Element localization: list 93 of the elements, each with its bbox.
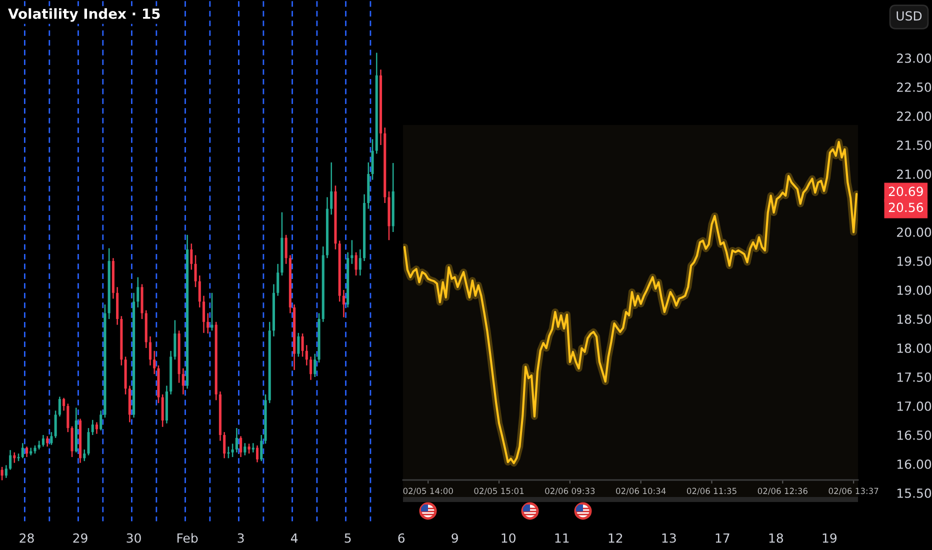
- candlestick: [223, 431, 226, 459]
- x-tick-label: 18: [769, 533, 784, 543]
- y-tick-label: 16.00: [897, 459, 932, 469]
- x-tick-label: 12: [608, 533, 622, 543]
- candlestick: [260, 434, 263, 462]
- candlestick: [244, 442, 246, 456]
- candlestick: [21, 442, 24, 459]
- candlestick: [231, 443, 234, 458]
- y-tick-label: 21.00: [897, 169, 932, 179]
- candlestick: [83, 448, 86, 462]
- x-tick-label: Feb: [177, 533, 198, 543]
- y-tick-label: 19.00: [897, 285, 932, 295]
- candlestick: [350, 239, 354, 265]
- y-tick-label: 17.00: [897, 401, 932, 411]
- y-tick-label: 22.50: [897, 82, 932, 92]
- x-tick-label: 28: [20, 533, 34, 543]
- y-tick-label: 18.50: [897, 314, 932, 324]
- candlestick: [46, 436, 49, 448]
- x-tick-label: 10: [502, 533, 516, 543]
- x-tick-label: 02/06 11:35: [686, 488, 736, 495]
- candlestick: [330, 162, 333, 216]
- x-tick-label: 02/06 09:33: [545, 488, 595, 495]
- candlestick: [161, 394, 164, 428]
- x-tick-label: 4: [290, 533, 298, 543]
- y-tick-label: 16.50: [897, 430, 932, 440]
- candlestick: [194, 254, 197, 288]
- candlestick: [87, 427, 90, 456]
- x-tick-label: 02/06 13:37: [828, 488, 878, 495]
- candlestick: [42, 434, 44, 448]
- candlestick: [354, 252, 358, 276]
- candlestick: [50, 431, 53, 446]
- x-tick-label: 02/05 14:00: [403, 488, 453, 495]
- x-tick-label: 02/06 12:36: [758, 488, 808, 495]
- candlestick: [206, 312, 210, 334]
- candlestick: [256, 444, 259, 463]
- x-tick-label: 29: [73, 533, 88, 543]
- candlestick: [0, 466, 4, 481]
- candlestick: [235, 427, 238, 454]
- candlestick: [190, 242, 193, 270]
- candlestick: [100, 410, 102, 431]
- candlestick: [62, 397, 66, 412]
- candlestick: [174, 320, 176, 360]
- y-tick-label: 18.00: [897, 343, 932, 353]
- candlestick: [314, 353, 316, 378]
- x-tick-label: 3: [238, 533, 244, 543]
- y-tick-label: 21.50: [897, 140, 932, 150]
- x-tick-label: 5: [344, 533, 351, 543]
- x-tick-label: 6: [398, 533, 405, 543]
- candlestick: [9, 449, 12, 470]
- candlestick: [148, 336, 152, 366]
- candlestick: [276, 263, 280, 296]
- y-tick-label: 19.50: [897, 256, 932, 266]
- candlestick: [54, 410, 57, 439]
- x-tick-label: 02/05 15:01: [474, 488, 524, 495]
- candlestick: [182, 368, 184, 396]
- x-tick-label: 02/06 10:34: [616, 488, 666, 495]
- y-tick-label: 22.00: [897, 111, 932, 121]
- candlestick: [25, 446, 28, 458]
- candlestick: [297, 332, 300, 358]
- candlestick: [248, 443, 250, 454]
- text: 20.56: [888, 202, 923, 212]
- y-tick-label: 17.50: [897, 372, 932, 382]
- x-tick-label: 17: [716, 533, 730, 543]
- candlestick: [66, 403, 70, 433]
- y-tick-label: 15.50: [897, 488, 932, 498]
- x-tick-label: 13: [662, 533, 676, 543]
- candlestick: [210, 292, 214, 332]
- text: 20.69: [888, 186, 923, 196]
- x-tick-label: 30: [126, 533, 141, 543]
- x-tick-label: 9: [452, 533, 458, 543]
- candlestick: [136, 276, 140, 308]
- candlestick: [358, 248, 362, 276]
- text: Volatility Index · 15: [8, 8, 160, 22]
- candlestick: [58, 396, 61, 418]
- y-tick-label: 23.00: [897, 53, 932, 63]
- y-tick-label: 20.00: [897, 227, 932, 237]
- candlestick: [240, 436, 242, 458]
- candlestick: [305, 344, 308, 366]
- candlestick: [153, 350, 156, 375]
- candlestick: [371, 138, 374, 180]
- candlestick: [202, 295, 206, 334]
- candlestick: [301, 332, 304, 358]
- x-tick-label: 19: [822, 533, 837, 543]
- candlestick: [342, 289, 345, 318]
- candlestick: [284, 234, 288, 265]
- candlestick: [4, 464, 8, 479]
- candlestick: [91, 419, 94, 436]
- candlestick: [310, 356, 312, 381]
- x-tick-label: 11: [555, 533, 569, 543]
- text: USD: [896, 11, 922, 21]
- candlestick: [198, 274, 201, 308]
- candlestick: [70, 426, 74, 458]
- candlestick: [95, 422, 98, 434]
